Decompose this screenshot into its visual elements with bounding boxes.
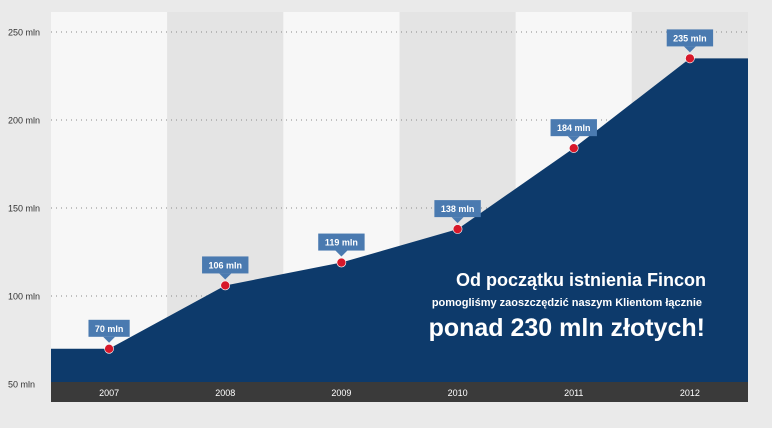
data-point	[452, 224, 463, 234]
data-label-text: 119 mln	[325, 238, 358, 248]
data-label-box	[666, 29, 714, 47]
x-axis-bar: 2007 2008 2009 2010 2011 2012	[51, 382, 748, 402]
data-label-text: 106 mln	[208, 260, 242, 270]
data-label-box	[434, 200, 481, 218]
data-labels: 70 mln 106 mln 119 mln 138 mln 184 mln 235 ml…	[88, 29, 714, 343]
x-tick-label: 2009	[331, 388, 351, 398]
y-tick-label: 100 mln	[8, 292, 40, 302]
data-points	[104, 53, 695, 354]
data-label-text: 184 mln	[557, 123, 591, 133]
data-label-pointer	[219, 273, 232, 280]
area-fill	[51, 58, 748, 383]
data-label-pointer	[451, 217, 464, 224]
x-tick-label: 2007	[99, 388, 119, 398]
data-point	[104, 343, 114, 354]
y-tick-label: 50 mln	[8, 380, 35, 390]
y-tick-label: 250 mln	[8, 28, 40, 38]
annotation-line3: ponad 230 mln złotych!	[429, 314, 705, 342]
data-point	[336, 257, 347, 268]
data-label: 138 mln	[434, 200, 481, 224]
data-label-box	[202, 256, 249, 274]
data-label-box	[318, 233, 365, 251]
data-label: 106 mln	[202, 256, 249, 280]
annotation-line2: pomogliśmy zaoszczędzić naszym Klientom …	[432, 297, 702, 309]
data-point	[685, 53, 695, 64]
data-label-pointer	[335, 250, 348, 257]
data-label: 235 mln	[666, 29, 714, 53]
y-tick-label: 200 mln	[8, 116, 40, 126]
annotation: Od początku istnienia Fincon pomogliśmy …	[429, 270, 706, 342]
data-label-text: 70 mln	[95, 324, 124, 334]
data-label-box	[550, 119, 597, 137]
x-axis-band	[51, 382, 748, 402]
x-tick-label: 2008	[215, 388, 235, 398]
x-tick-label: 2012	[680, 388, 700, 398]
data-label-text: 235 mln	[673, 33, 707, 43]
area-layer	[51, 58, 748, 383]
data-label-text: 138 mln	[441, 204, 475, 214]
y-axis-ticks: 250 mln 200 mln 150 mln 100 mln 50 mln	[8, 28, 40, 390]
data-label-pointer	[567, 136, 580, 143]
annotation-line1: Od początku istnienia Fincon	[456, 270, 706, 290]
data-label-pointer	[103, 336, 116, 343]
data-label: 184 mln	[550, 119, 597, 143]
x-tick-label: 2010	[448, 388, 468, 398]
data-label-box	[88, 319, 130, 337]
data-label-pointer	[683, 46, 696, 53]
y-tick-label: 150 mln	[8, 204, 40, 214]
data-label: 70 mln	[88, 319, 130, 343]
data-point	[568, 143, 579, 153]
data-point	[220, 280, 231, 291]
x-tick-label: 2011	[564, 388, 583, 398]
data-label: 119 mln	[318, 233, 365, 257]
